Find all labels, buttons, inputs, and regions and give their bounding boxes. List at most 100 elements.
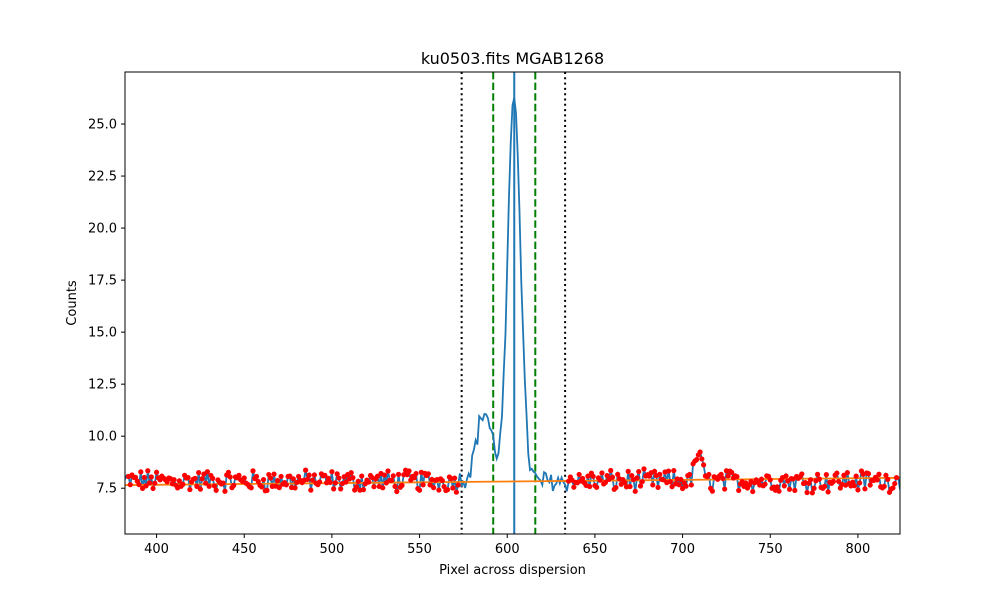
background-point [853,473,859,479]
background-point [343,479,349,485]
x-tick-label: 500 [319,542,344,557]
background-point [585,473,591,479]
background-point [669,484,675,490]
background-point [571,484,577,490]
background-point [292,485,298,491]
background-point [213,487,219,493]
background-point [334,471,340,477]
background-point [830,478,836,485]
background-point [823,472,829,478]
background-point [874,477,880,483]
background-point [776,488,782,494]
background-point [807,477,814,483]
background-point [883,472,889,478]
background-point [287,473,293,479]
background-point [416,487,423,493]
background-point [336,475,342,481]
background-point [455,482,461,488]
background-point [667,479,673,485]
background-point [374,473,381,479]
background-point [867,482,873,488]
background-point [322,472,328,478]
background-point [171,477,177,483]
x-axis-label: Pixel across dispersion [439,563,586,578]
background-point [720,475,726,482]
y-tick-label: 10.0 [88,430,117,445]
background-point [825,489,831,495]
y-tick-label: 15.0 [88,326,117,341]
x-tick-label: 550 [407,542,432,557]
background-point [729,469,735,476]
background-point [678,476,684,483]
background-point [329,469,335,475]
background-point [385,468,391,474]
background-point [781,483,787,489]
background-point [327,479,333,485]
background-point [599,470,605,476]
background-point [176,478,182,484]
background-point [380,485,386,491]
x-tick-label: 450 [232,542,257,557]
background-point [371,484,377,490]
background-point [580,475,586,482]
background-point [804,489,810,496]
background-point [651,468,658,474]
background-point [138,469,144,475]
background-point [153,469,160,475]
background-point [276,485,282,491]
background-point [439,477,445,484]
background-point [236,472,242,478]
background-point [180,481,186,487]
background-point [141,474,147,481]
background-point [425,471,431,477]
background-point [392,483,398,490]
background-point [145,468,151,474]
background-point [241,475,247,481]
background-point [143,483,149,489]
chart-title: ku0503.fits MGAB1268 [421,49,604,68]
background-point [283,482,289,488]
background-point [227,474,233,480]
background-point [736,487,742,494]
background-point [381,472,388,478]
x-tick-label: 650 [582,542,607,557]
background-point [308,487,314,493]
background-point [206,483,212,489]
background-point [311,472,317,478]
background-point [199,476,205,482]
background-point [694,457,700,463]
background-point [608,467,614,474]
background-point [274,478,281,484]
background-point [836,478,842,485]
background-point [310,477,316,483]
background-point [264,487,270,493]
background-point [203,480,209,486]
background-point [395,471,402,477]
background-point [615,471,621,478]
background-point [413,470,419,477]
background-point [355,478,361,484]
background-point [865,471,872,477]
background-point [332,480,339,486]
background-point [197,486,203,492]
background-point [892,480,898,487]
background-point [452,475,458,481]
x-tick-label: 700 [670,542,695,557]
y-tick-label: 20.0 [88,222,117,237]
background-point [399,482,405,488]
background-point [660,477,666,483]
background-point [709,488,715,494]
background-point [834,470,840,476]
background-point [295,473,302,480]
background-point [855,487,861,493]
background-point [734,474,740,480]
background-point [576,471,582,478]
background-point [811,485,817,491]
background-point [758,476,765,482]
background-point [774,484,780,490]
background-point [453,489,459,495]
y-tick-label: 22.5 [88,170,117,185]
y-tick-label: 12.5 [88,378,117,393]
background-point [359,473,365,479]
